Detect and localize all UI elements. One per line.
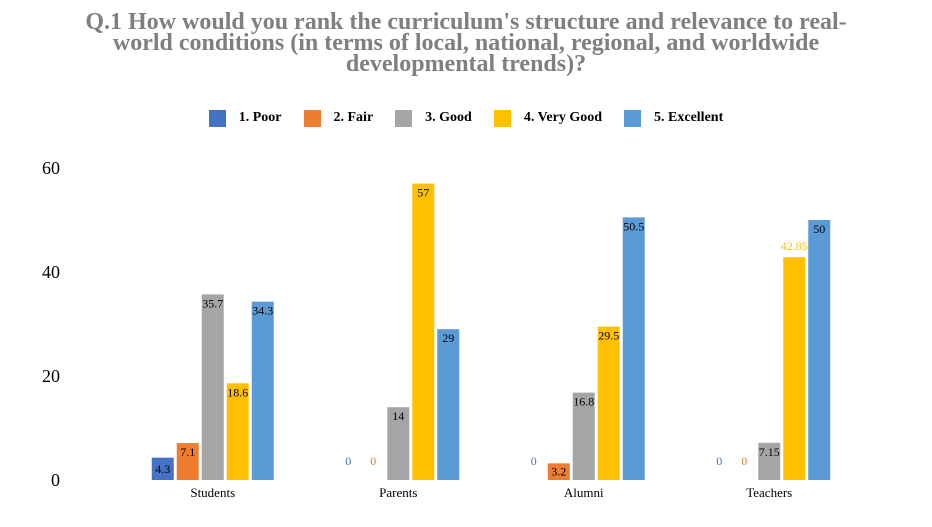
y-tick-label: 20 <box>42 366 60 386</box>
legend-swatch <box>208 109 226 127</box>
data-label: 50.5 <box>623 219 644 233</box>
bar <box>547 463 570 480</box>
legend-swatch <box>303 109 321 127</box>
data-label: 42.85 <box>781 239 808 253</box>
chart-legend: 1. Poor 2. Fair 3. Good 4. Very Good 5. Exce… <box>0 106 932 130</box>
data-label: 3.2 <box>551 465 566 479</box>
legend-label: 3. Good <box>425 110 472 125</box>
data-label: 0 <box>345 454 351 468</box>
bar <box>251 301 274 480</box>
x-category-label: Alumni <box>564 485 604 500</box>
bar <box>758 442 781 480</box>
data-label: 29.5 <box>598 329 619 343</box>
data-label: 0 <box>716 454 722 468</box>
legend-label: 1. Poor <box>238 110 282 125</box>
bar <box>783 257 806 480</box>
y-tick-label: 0 <box>51 470 60 490</box>
legend-item: 3. Good <box>395 109 472 127</box>
data-label: 29 <box>442 331 454 345</box>
data-label: 0 <box>370 454 376 468</box>
data-label: 50 <box>813 222 825 236</box>
legend-item: 1. Poor <box>208 109 282 127</box>
bar <box>808 220 831 480</box>
x-category-label: Teachers <box>746 485 792 500</box>
data-label: 0 <box>741 454 747 468</box>
bar <box>622 217 645 480</box>
bar <box>437 329 460 480</box>
bar <box>226 383 249 480</box>
data-label: 16.8 <box>573 395 594 409</box>
legend-item: 5. Excellent <box>624 109 724 127</box>
legend-label: 5. Excellent <box>654 110 724 125</box>
bar <box>387 407 410 480</box>
data-label: 57 <box>417 186 429 200</box>
data-label: 0 <box>531 454 537 468</box>
bar <box>572 392 595 480</box>
legend-label: 4. Very Good <box>523 110 603 125</box>
data-label: 35.7 <box>202 296 223 310</box>
y-tick-label: 40 <box>42 262 60 282</box>
chart-title: Q.1 How would you rank the curriculum's … <box>85 9 847 77</box>
data-label: 7.15 <box>759 445 780 459</box>
legend-item: 4. Very Good <box>493 109 603 127</box>
bar <box>151 457 174 480</box>
legend-item: 2. Fair <box>303 109 374 127</box>
data-label: 18.6 <box>227 385 248 399</box>
legend-swatch <box>493 109 511 127</box>
x-category-label: Parents <box>379 485 417 500</box>
data-label: 4.3 <box>155 462 170 476</box>
data-label: 7.1 <box>180 445 195 459</box>
bar <box>597 326 620 480</box>
legend-label: 2. Fair <box>333 110 374 125</box>
legend-swatch <box>395 109 413 127</box>
bar <box>201 294 224 480</box>
y-tick-label: 60 <box>42 158 60 178</box>
x-category-label: Students <box>190 485 235 500</box>
data-label: 34.3 <box>252 304 273 318</box>
data-label: 14 <box>392 409 404 423</box>
bar <box>176 443 199 480</box>
bar <box>412 183 435 480</box>
legend-swatch <box>624 109 642 127</box>
